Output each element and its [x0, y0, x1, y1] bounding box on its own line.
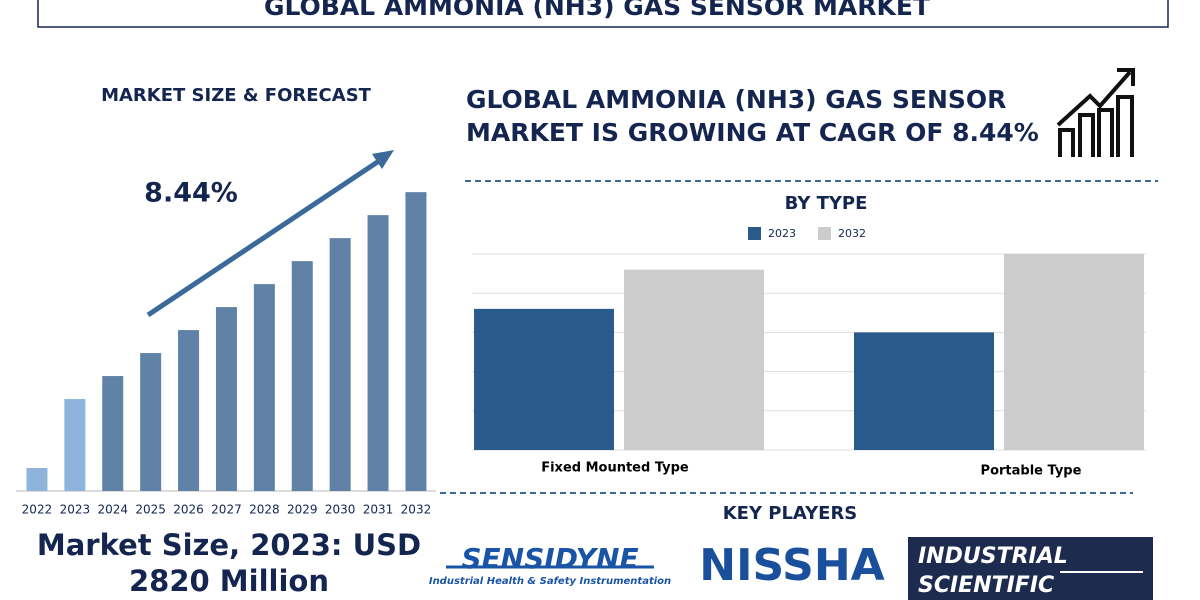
player-logo: SCIENTIFIC [918, 573, 1054, 598]
growth-arrow [146, 156, 384, 318]
growth-icon [1056, 68, 1135, 157]
market-size: 2820 Million [129, 564, 329, 598]
bar [140, 353, 162, 491]
x-tick-label: Fixed Mounted Type [541, 461, 689, 476]
bar [367, 215, 389, 491]
bar [64, 399, 86, 491]
chart-title: BY TYPE [785, 193, 868, 214]
x-tick-label: 2032 [401, 503, 432, 517]
key-players-heading: KEY PLAYERS [723, 503, 858, 524]
arrow-head [372, 150, 394, 169]
bar [253, 284, 275, 491]
bar [215, 307, 237, 491]
bar [329, 238, 351, 491]
bar [291, 261, 313, 491]
bar [474, 308, 614, 450]
x-tick-label: 2031 [363, 503, 394, 517]
growth-statement: MARKET IS GROWING AT CAGR OF 8.44% [466, 118, 1039, 147]
x-tick-label: 2025 [135, 503, 166, 517]
bar [1004, 254, 1144, 450]
legend-label: 2023 [768, 227, 796, 240]
x-tick-label: 2030 [325, 503, 356, 517]
bar [178, 330, 200, 491]
page-title: GLOBAL AMMONIA (NH3) GAS SENSOR MARKET [264, 0, 930, 21]
player-logo: INDUSTRIAL [918, 544, 1068, 569]
x-tick-label: 2023 [60, 503, 91, 517]
header-box [37, 0, 1169, 28]
bar [624, 269, 764, 450]
forecast-heading: MARKET SIZE & FORECAST [101, 85, 372, 106]
bar [26, 468, 48, 491]
market-size: Market Size, 2023: USD [37, 528, 421, 562]
bar [854, 332, 994, 450]
x-tick-label: 2028 [249, 503, 280, 517]
cagr-label: 8.44% [144, 178, 238, 209]
legend-swatch [748, 227, 761, 240]
bar [102, 376, 124, 491]
player-tagline: Industrial Health & Safety Instrumentati… [429, 576, 671, 587]
legend-label: 2032 [838, 227, 866, 240]
x-tick-label: 2024 [97, 503, 128, 517]
bar [405, 192, 427, 492]
logo-box [908, 537, 1153, 600]
x-tick-label: Portable Type [981, 464, 1082, 479]
x-tick-label: 2022 [22, 503, 53, 517]
player-logo: NISSHA [699, 540, 884, 591]
player-logo: SENSIDYNE [461, 542, 638, 575]
x-tick-label: 2027 [211, 503, 242, 517]
legend-swatch [818, 227, 831, 240]
x-tick-label: 2026 [173, 503, 204, 517]
growth-statement: GLOBAL AMMONIA (NH3) GAS SENSOR [466, 85, 1006, 114]
x-tick-label: 2029 [287, 503, 318, 517]
